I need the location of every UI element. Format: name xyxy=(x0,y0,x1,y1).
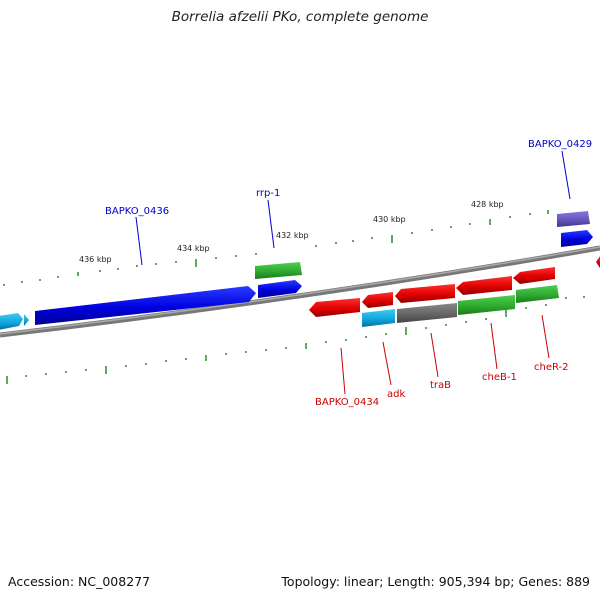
gene-arrow-cher2[interactable] xyxy=(516,285,559,303)
leader-line-bapko-0434 xyxy=(340,347,346,395)
gene-arrow-bapko-0434[interactable] xyxy=(309,298,360,317)
gene-arrow-bapko-0436[interactable] xyxy=(35,286,256,325)
leader-line-bapko-0436 xyxy=(135,216,143,266)
scale-label-436: 436 kbp xyxy=(79,255,112,264)
genome-title: Borrelia afzelii PKo, complete genome xyxy=(171,9,429,25)
gene-arrow-cheb1-upper[interactable] xyxy=(456,276,512,295)
gene-arrow-bapko-0429-a[interactable] xyxy=(557,211,590,227)
gene-arrow-left-edge-cyan[interactable] xyxy=(0,313,23,330)
gene-arrow-rrp1-partner[interactable] xyxy=(258,280,302,298)
scale-label-428: 428 kbp xyxy=(471,200,504,209)
leader-line-trab xyxy=(430,332,439,378)
scale-label-434: 434 kbp xyxy=(177,244,210,253)
genome-summary-text: Topology: linear; Length: 905,394 bp; Ge… xyxy=(281,574,590,589)
gene-label-bapko-0434[interactable]: BAPKO_0434 xyxy=(315,397,379,408)
leader-line-rrp1 xyxy=(267,199,275,249)
gene-arrow-trab[interactable] xyxy=(397,303,457,323)
gene-label-trab[interactable]: traB xyxy=(430,380,451,391)
scale-label-430: 430 kbp xyxy=(373,215,406,224)
gene-arrow-bapko-0429-b[interactable] xyxy=(561,230,593,247)
gene-label-rrp1[interactable]: rrp-1 xyxy=(256,188,280,199)
gene-arrow-rrp1[interactable] xyxy=(255,262,302,279)
gene-label-cheb1[interactable]: cheB-1 xyxy=(482,372,517,383)
gene-label-bapko-0429[interactable]: BAPKO_0429 xyxy=(528,139,592,150)
upper-tick-ring xyxy=(3,210,549,286)
leader-line-adk xyxy=(382,341,392,386)
leader-line-cher2 xyxy=(541,314,550,359)
gene-arrow-cheb1[interactable] xyxy=(458,295,515,315)
leader-line-bapko-0429 xyxy=(561,150,571,200)
genome-backbone xyxy=(0,245,600,338)
gene-arrow-small-cyan[interactable] xyxy=(24,314,29,326)
gene-arrow-adk[interactable] xyxy=(362,309,395,327)
accession-text: Accession: NC_008277 xyxy=(8,574,151,589)
leader-line-cheb1 xyxy=(490,322,498,370)
gene-arrow-adk-partner[interactable] xyxy=(362,292,393,308)
scale-label-432: 432 kbp xyxy=(276,231,309,240)
gene-arrow-cher2-upper[interactable] xyxy=(513,267,555,284)
gene-label-bapko-0436[interactable]: BAPKO_0436 xyxy=(105,206,169,217)
gene-label-cher2[interactable]: cheR-2 xyxy=(534,362,569,373)
gene-label-adk[interactable]: adk xyxy=(387,389,405,400)
gene-arrow-right-edge[interactable] xyxy=(596,256,600,268)
gene-arrow-trab-upper[interactable] xyxy=(395,284,455,303)
lower-tick-ring xyxy=(6,296,585,384)
